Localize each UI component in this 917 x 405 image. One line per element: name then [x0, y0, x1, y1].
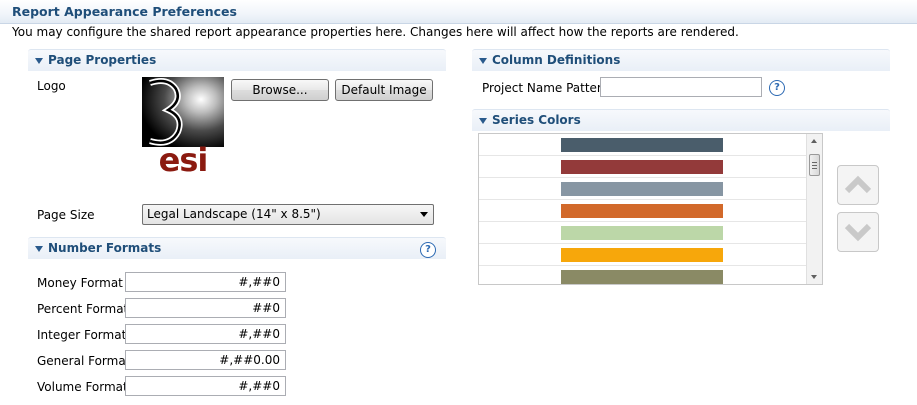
volume-format-label: Volume Format — [37, 380, 128, 394]
scroll-up-arrow-icon[interactable] — [811, 139, 817, 143]
integer-format-input[interactable]: #,##0 — [125, 324, 286, 344]
integer-format-label: Integer Format — [37, 328, 127, 342]
column-definitions-title: Column Definitions — [492, 53, 621, 67]
move-down-button[interactable] — [837, 212, 879, 252]
logo-text: esi — [158, 141, 209, 179]
dropdown-arrow-icon[interactable] — [420, 212, 428, 217]
general-format-input[interactable]: #,##0.00 — [125, 350, 286, 370]
series-colors-list[interactable] — [478, 133, 823, 285]
series-color-row[interactable] — [479, 134, 806, 156]
series-color-row[interactable] — [479, 178, 806, 200]
page-size-label: Page Size — [37, 208, 95, 222]
collapse-triangle-icon[interactable] — [479, 58, 487, 64]
logo-label: Logo — [37, 79, 66, 93]
series-color-row[interactable] — [479, 222, 806, 244]
collapse-triangle-icon[interactable] — [35, 58, 43, 64]
page-properties-section-header[interactable]: Page Properties — [28, 49, 446, 71]
percent-format-input[interactable]: ##0 — [125, 298, 286, 318]
series-color-row[interactable] — [479, 244, 806, 266]
series-colors-section-header[interactable]: Series Colors — [472, 109, 890, 131]
series-color-swatch[interactable] — [561, 248, 723, 262]
page-size-select[interactable]: Legal Landscape (14" x 8.5") — [142, 204, 434, 225]
vertical-scrollbar[interactable] — [806, 134, 822, 284]
chevron-down-icon — [844, 223, 872, 242]
page-header — [0, 0, 917, 24]
number-formats-title: Number Formats — [48, 241, 162, 255]
series-color-row[interactable] — [479, 156, 806, 178]
browse-button[interactable]: Browse... — [231, 79, 329, 101]
collapse-triangle-icon[interactable] — [35, 246, 43, 252]
project-name-pattern-label: Project Name Pattern — [482, 81, 610, 95]
collapse-triangle-icon[interactable] — [479, 118, 487, 124]
number-formats-section-header[interactable]: Number Formats — [28, 237, 446, 259]
money-format-input[interactable]: #,##0 — [125, 272, 286, 292]
series-color-swatch[interactable] — [561, 226, 723, 240]
scrollbar-thumb[interactable] — [809, 154, 820, 176]
page-size-value: Legal Landscape (14" x 8.5") — [147, 207, 321, 221]
chevron-up-icon — [844, 175, 872, 194]
money-format-label: Money Format — [37, 276, 123, 290]
series-color-swatch[interactable] — [561, 160, 723, 174]
volume-format-input[interactable]: #,##0 — [125, 376, 286, 396]
series-color-row[interactable] — [479, 266, 806, 284]
series-color-row[interactable] — [479, 200, 806, 222]
series-color-swatch[interactable] — [561, 204, 723, 218]
page-description: You may configure the shared report appe… — [12, 25, 739, 39]
general-format-label: General Format — [37, 354, 131, 368]
series-color-swatch[interactable] — [561, 270, 723, 284]
series-color-swatch[interactable] — [561, 182, 723, 196]
percent-format-label: Percent Format — [37, 302, 129, 316]
logo-image: esi — [142, 77, 224, 177]
default-image-button[interactable]: Default Image — [335, 79, 433, 101]
series-color-swatch[interactable] — [561, 138, 723, 152]
move-up-button[interactable] — [837, 165, 879, 205]
page-title: Report Appearance Preferences — [12, 4, 237, 19]
series-colors-title: Series Colors — [492, 113, 581, 127]
scroll-down-arrow-icon[interactable] — [811, 275, 817, 279]
help-icon[interactable]: ? — [769, 80, 785, 96]
company-logo-icon — [142, 77, 224, 147]
page-properties-title: Page Properties — [48, 53, 157, 67]
column-definitions-section-header[interactable]: Column Definitions — [472, 49, 890, 71]
project-name-pattern-input[interactable] — [600, 77, 762, 97]
help-icon[interactable]: ? — [420, 242, 436, 258]
